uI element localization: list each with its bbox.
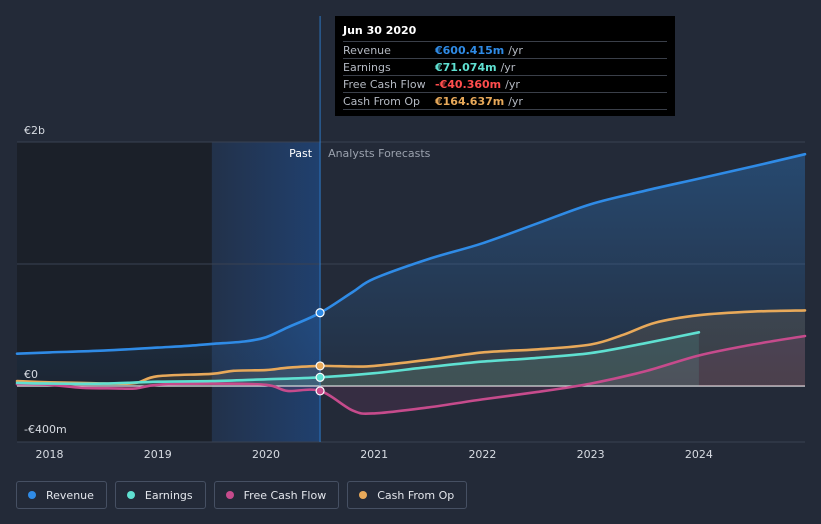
tooltip-unit: /yr bbox=[500, 60, 516, 74]
legend-dot-icon bbox=[28, 491, 36, 499]
legend-dot-icon bbox=[126, 491, 135, 499]
tooltip-unit: /yr bbox=[508, 43, 523, 57]
y-tick-label: -€400m bbox=[24, 423, 67, 436]
tooltip-label: Free Cash Flow bbox=[343, 77, 426, 91]
tooltip-label: Revenue bbox=[343, 43, 391, 57]
legend-item-earnings[interactable]: Earnings bbox=[114, 481, 206, 509]
y-tick-label: €2b bbox=[24, 124, 45, 137]
tooltip-row-earnings: Earnings €71.074m /yr bbox=[343, 58, 667, 75]
legend-label: Cash From Op bbox=[377, 488, 455, 502]
legend-item-cash-from-op[interactable]: Cash From Op bbox=[347, 481, 468, 509]
tooltip-row-free-cash-flow: Free Cash Flow -€40.360m /yr bbox=[343, 75, 667, 92]
legend-item-revenue[interactable]: Revenue bbox=[16, 481, 107, 509]
revenue-area bbox=[17, 154, 805, 386]
x-tick-label: 2021 bbox=[360, 448, 388, 461]
x-tick-label: 2018 bbox=[35, 448, 63, 461]
tooltip-row-revenue: Revenue €600.415m /yr bbox=[343, 41, 667, 58]
tooltip-unit: /yr bbox=[508, 94, 523, 108]
free-cash-flow-marker bbox=[315, 386, 325, 396]
legend-label: Revenue bbox=[46, 488, 94, 502]
legend-label: Earnings bbox=[144, 488, 193, 502]
tooltip-value: €71.074m bbox=[435, 60, 497, 74]
past-highlight-region bbox=[211, 142, 321, 442]
chart-legend: Revenue Earnings Free Cash Flow Cash Fro… bbox=[16, 481, 468, 509]
x-tick-label: 2023 bbox=[577, 448, 605, 461]
x-tick-label: 2022 bbox=[468, 448, 496, 461]
tooltip-row-cash-from-op: Cash From Op €164.637m /yr bbox=[343, 92, 667, 110]
legend-dot-icon bbox=[225, 491, 234, 499]
y-tick-label: €0 bbox=[24, 368, 38, 381]
legend-label: Free Cash Flow bbox=[243, 488, 327, 502]
financials-chart: €2b €0 -€400m 2018 2019 2020 2021 2022 2023 2024 P… bbox=[15, 16, 807, 461]
past-region bbox=[17, 142, 212, 442]
legend-item-free-cash-flow[interactable]: Free Cash Flow bbox=[213, 481, 340, 509]
x-tick-label: 2019 bbox=[144, 448, 172, 461]
tooltip-unit: /yr bbox=[505, 77, 520, 91]
tooltip-label: Cash From Op bbox=[343, 94, 421, 108]
earnings-line bbox=[15, 331, 701, 386]
tooltip-value: €600.415m bbox=[435, 43, 505, 57]
tooltip-label: Earnings bbox=[343, 60, 391, 74]
hover-tooltip: Jun 30 2020 Revenue €600.415m /yr Earnin… bbox=[335, 16, 675, 116]
tooltip-value: -€40.360m bbox=[435, 77, 502, 91]
earnings-area bbox=[17, 332, 699, 386]
tooltip-date: Jun 30 2020 bbox=[343, 24, 417, 37]
cash-from-op-marker bbox=[315, 361, 325, 371]
cash-from-op-area bbox=[17, 310, 805, 386]
x-tick-label: 2024 bbox=[685, 448, 713, 461]
free-cash-flow-area bbox=[17, 336, 805, 414]
revenue-line bbox=[15, 152, 807, 355]
revenue-marker bbox=[315, 308, 325, 318]
earnings-marker bbox=[315, 372, 325, 382]
past-label: Past bbox=[289, 147, 313, 160]
legend-dot-icon bbox=[359, 491, 368, 499]
tooltip-value: €164.637m bbox=[435, 94, 505, 108]
free-cash-flow-line bbox=[15, 334, 807, 416]
x-tick-label: 2020 bbox=[252, 448, 280, 461]
forecast-label: Analysts Forecasts bbox=[328, 147, 431, 160]
